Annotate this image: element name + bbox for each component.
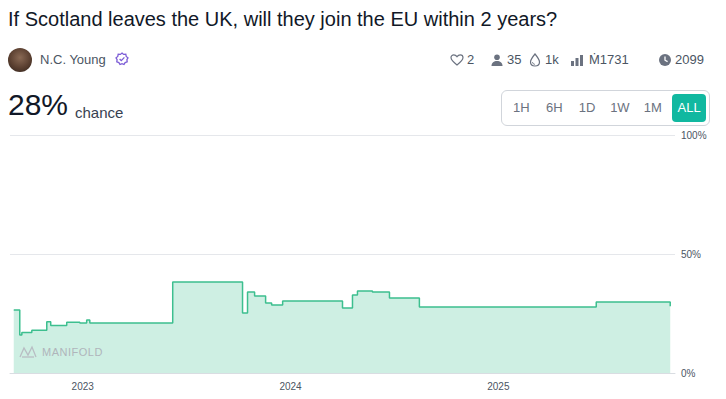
html-text:1W: 1W <box>610 100 630 115</box>
html-text:6H: 6H <box>545 100 563 115</box>
html-text:2: 2 <box>467 52 475 67</box>
svg-text:2024: 2024 <box>279 381 302 392</box>
svg-text:50%: 50% <box>681 249 701 260</box>
html-text:1D: 1D <box>578 100 596 115</box>
html-text:ALL: ALL <box>677 100 701 115</box>
html-text:MANIFOLD: MANIFOLD <box>42 346 103 358</box>
svg-text:2023: 2023 <box>72 381 95 392</box>
html-text:1k: 1k <box>545 52 559 67</box>
html-text:35: 35 <box>507 52 522 67</box>
html-text:N.C. Young: N.C. Young <box>40 52 106 67</box>
html-text:2099: 2099 <box>675 52 704 67</box>
html-text:If Scotland leaves the UK, wil: If Scotland leaves the UK, will they joi… <box>8 8 558 30</box>
html-text:1M: 1M <box>643 100 662 115</box>
html-text:Ṁ1731: Ṁ1731 <box>589 52 629 67</box>
svg-text:100%: 100% <box>681 130 707 141</box>
svg-text:2025: 2025 <box>487 381 510 392</box>
html-text:28% chance: 28% chance <box>8 88 124 121</box>
svg-text:0%: 0% <box>681 368 696 379</box>
html-text:1H: 1H <box>513 100 530 115</box>
